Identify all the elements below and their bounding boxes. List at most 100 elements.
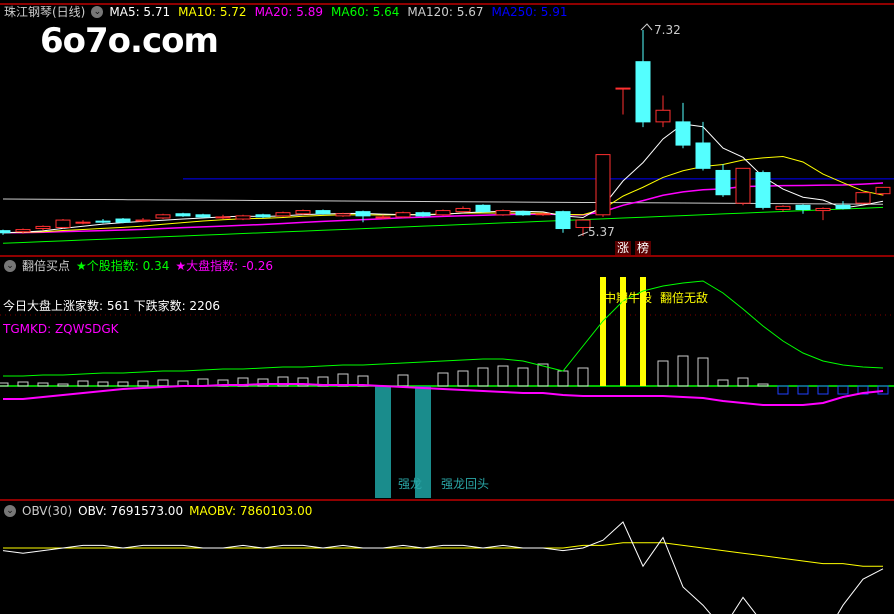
obv-panel-header: ⌄ OBV(30) OBV: 7691573.00 MAOBV: 7860103… — [4, 503, 312, 519]
tag-list: 榜 — [635, 241, 652, 255]
maobv-value: MAOBV: 7860103.00 — [189, 504, 313, 518]
indicator-bar — [437, 372, 449, 387]
market-breadth: 今日大盘上涨家数: 561 下跌家数: 2206 — [3, 299, 220, 313]
obv-line — [2, 521, 884, 614]
candle-body — [135, 219, 151, 222]
indicator-bar — [297, 377, 309, 387]
obv-value: OBV: 7691573.00 — [78, 504, 184, 518]
candle-body — [215, 216, 231, 219]
candle-body — [755, 172, 771, 208]
indicator-bar — [537, 363, 549, 387]
indicator-bar — [657, 360, 669, 387]
ma60-line — [2, 206, 884, 244]
dragon-bar — [415, 386, 431, 498]
ma10-line — [2, 156, 884, 234]
candle-body — [875, 186, 891, 195]
stock-index: ★个股指数: 0.34 — [76, 259, 170, 273]
indicator-green-line — [3, 280, 884, 377]
low-price-label: 5.37 — [588, 225, 615, 239]
indicator-bar — [457, 370, 469, 387]
indicator-bar — [117, 381, 129, 387]
indicator-bar — [517, 367, 529, 387]
candle-body — [255, 214, 271, 218]
candle-body — [0, 230, 11, 234]
market-index: ★大盘指数: -0.26 — [175, 259, 274, 273]
candle-body — [115, 218, 131, 223]
ma-label: MA120: 5.67 — [407, 5, 484, 19]
dragon-bar — [375, 386, 391, 498]
ma-label: MA20: 5.89 — [254, 5, 323, 19]
candle-body — [595, 154, 611, 216]
chevron-down-icon[interactable]: ⌄ — [4, 260, 16, 272]
candle-body — [455, 207, 471, 213]
candle-body — [475, 204, 491, 213]
dragon-return-label: 强龙回头 — [441, 477, 490, 491]
candle-body — [855, 192, 871, 204]
ma-label: MA250: 5.91 — [491, 5, 568, 19]
signal-bar — [620, 277, 626, 386]
obv-title: OBV(30) — [22, 504, 73, 518]
candle-body — [235, 215, 251, 220]
chevron-down-icon[interactable]: ⌄ — [91, 6, 104, 18]
indicator-bar — [37, 382, 49, 387]
indicator-bar — [97, 381, 109, 387]
candle-body — [515, 211, 531, 216]
indicator-bar — [817, 385, 829, 395]
candle-body — [155, 214, 171, 219]
chevron-down-icon[interactable]: ⌄ — [4, 505, 16, 517]
indicator-magenta-line — [3, 383, 884, 406]
indicator-bar — [0, 382, 9, 387]
indicator-bar — [157, 379, 169, 387]
ma-label: MA10: 5.72 — [178, 5, 247, 19]
candle-body — [735, 167, 751, 204]
indicator-bar — [557, 370, 569, 387]
high-price-label: 7.32 — [654, 23, 681, 37]
candle-body — [35, 225, 51, 230]
candle-body — [95, 220, 111, 223]
ma-label: MA60: 5.64 — [331, 5, 400, 19]
candle-body — [275, 212, 291, 217]
signal-double: 翻倍无敌 — [660, 291, 709, 305]
high-marker — [640, 23, 653, 31]
dragon-label: 强龙 — [398, 477, 423, 491]
candle-body — [415, 212, 431, 217]
candle-body — [495, 210, 511, 216]
maobv-line — [3, 542, 883, 567]
main-panel-header: 珠江钢琴(日线) ⌄ MA5: 5.71 MA10: 5.72 MA20: 5.89… — [4, 4, 568, 20]
indicator-bar — [77, 380, 89, 387]
candle-body — [635, 61, 651, 123]
indicator-bar — [277, 376, 289, 387]
candle-body — [835, 204, 851, 209]
candle-body — [675, 121, 691, 146]
indicator-panel-header: ⌄ 翻倍买点 ★个股指数: 0.34 ★大盘指数: -0.26 — [4, 258, 273, 274]
candle-body — [195, 214, 211, 218]
indicator-bar — [797, 385, 809, 395]
candle-body — [395, 212, 411, 218]
candle-body — [715, 169, 731, 196]
ma-label: MA5: 5.71 — [109, 5, 171, 19]
low-marker — [577, 231, 589, 237]
watermark: 6o7o.com — [40, 21, 219, 61]
indicator-bar — [697, 357, 709, 387]
indicator-bar — [717, 379, 729, 387]
indicator-bar — [877, 385, 889, 395]
indicator-bar — [677, 355, 689, 387]
signal-bar — [640, 277, 646, 386]
candle-body — [615, 87, 631, 90]
indicator-bar — [777, 385, 789, 395]
indicator-bar — [257, 378, 269, 387]
candle-body — [315, 210, 331, 215]
candle-body — [435, 210, 451, 216]
candle-body — [535, 213, 551, 216]
signal-bar — [600, 277, 606, 386]
candle-body — [815, 207, 831, 212]
indicator-bar — [477, 367, 489, 387]
indicator-bar — [397, 374, 409, 387]
indicator-bar — [837, 385, 849, 395]
candle-body — [655, 109, 671, 123]
indicator-bar — [137, 380, 149, 387]
candle-body — [375, 216, 391, 219]
ma120-line — [2, 198, 884, 205]
indicator-bar — [737, 377, 749, 387]
